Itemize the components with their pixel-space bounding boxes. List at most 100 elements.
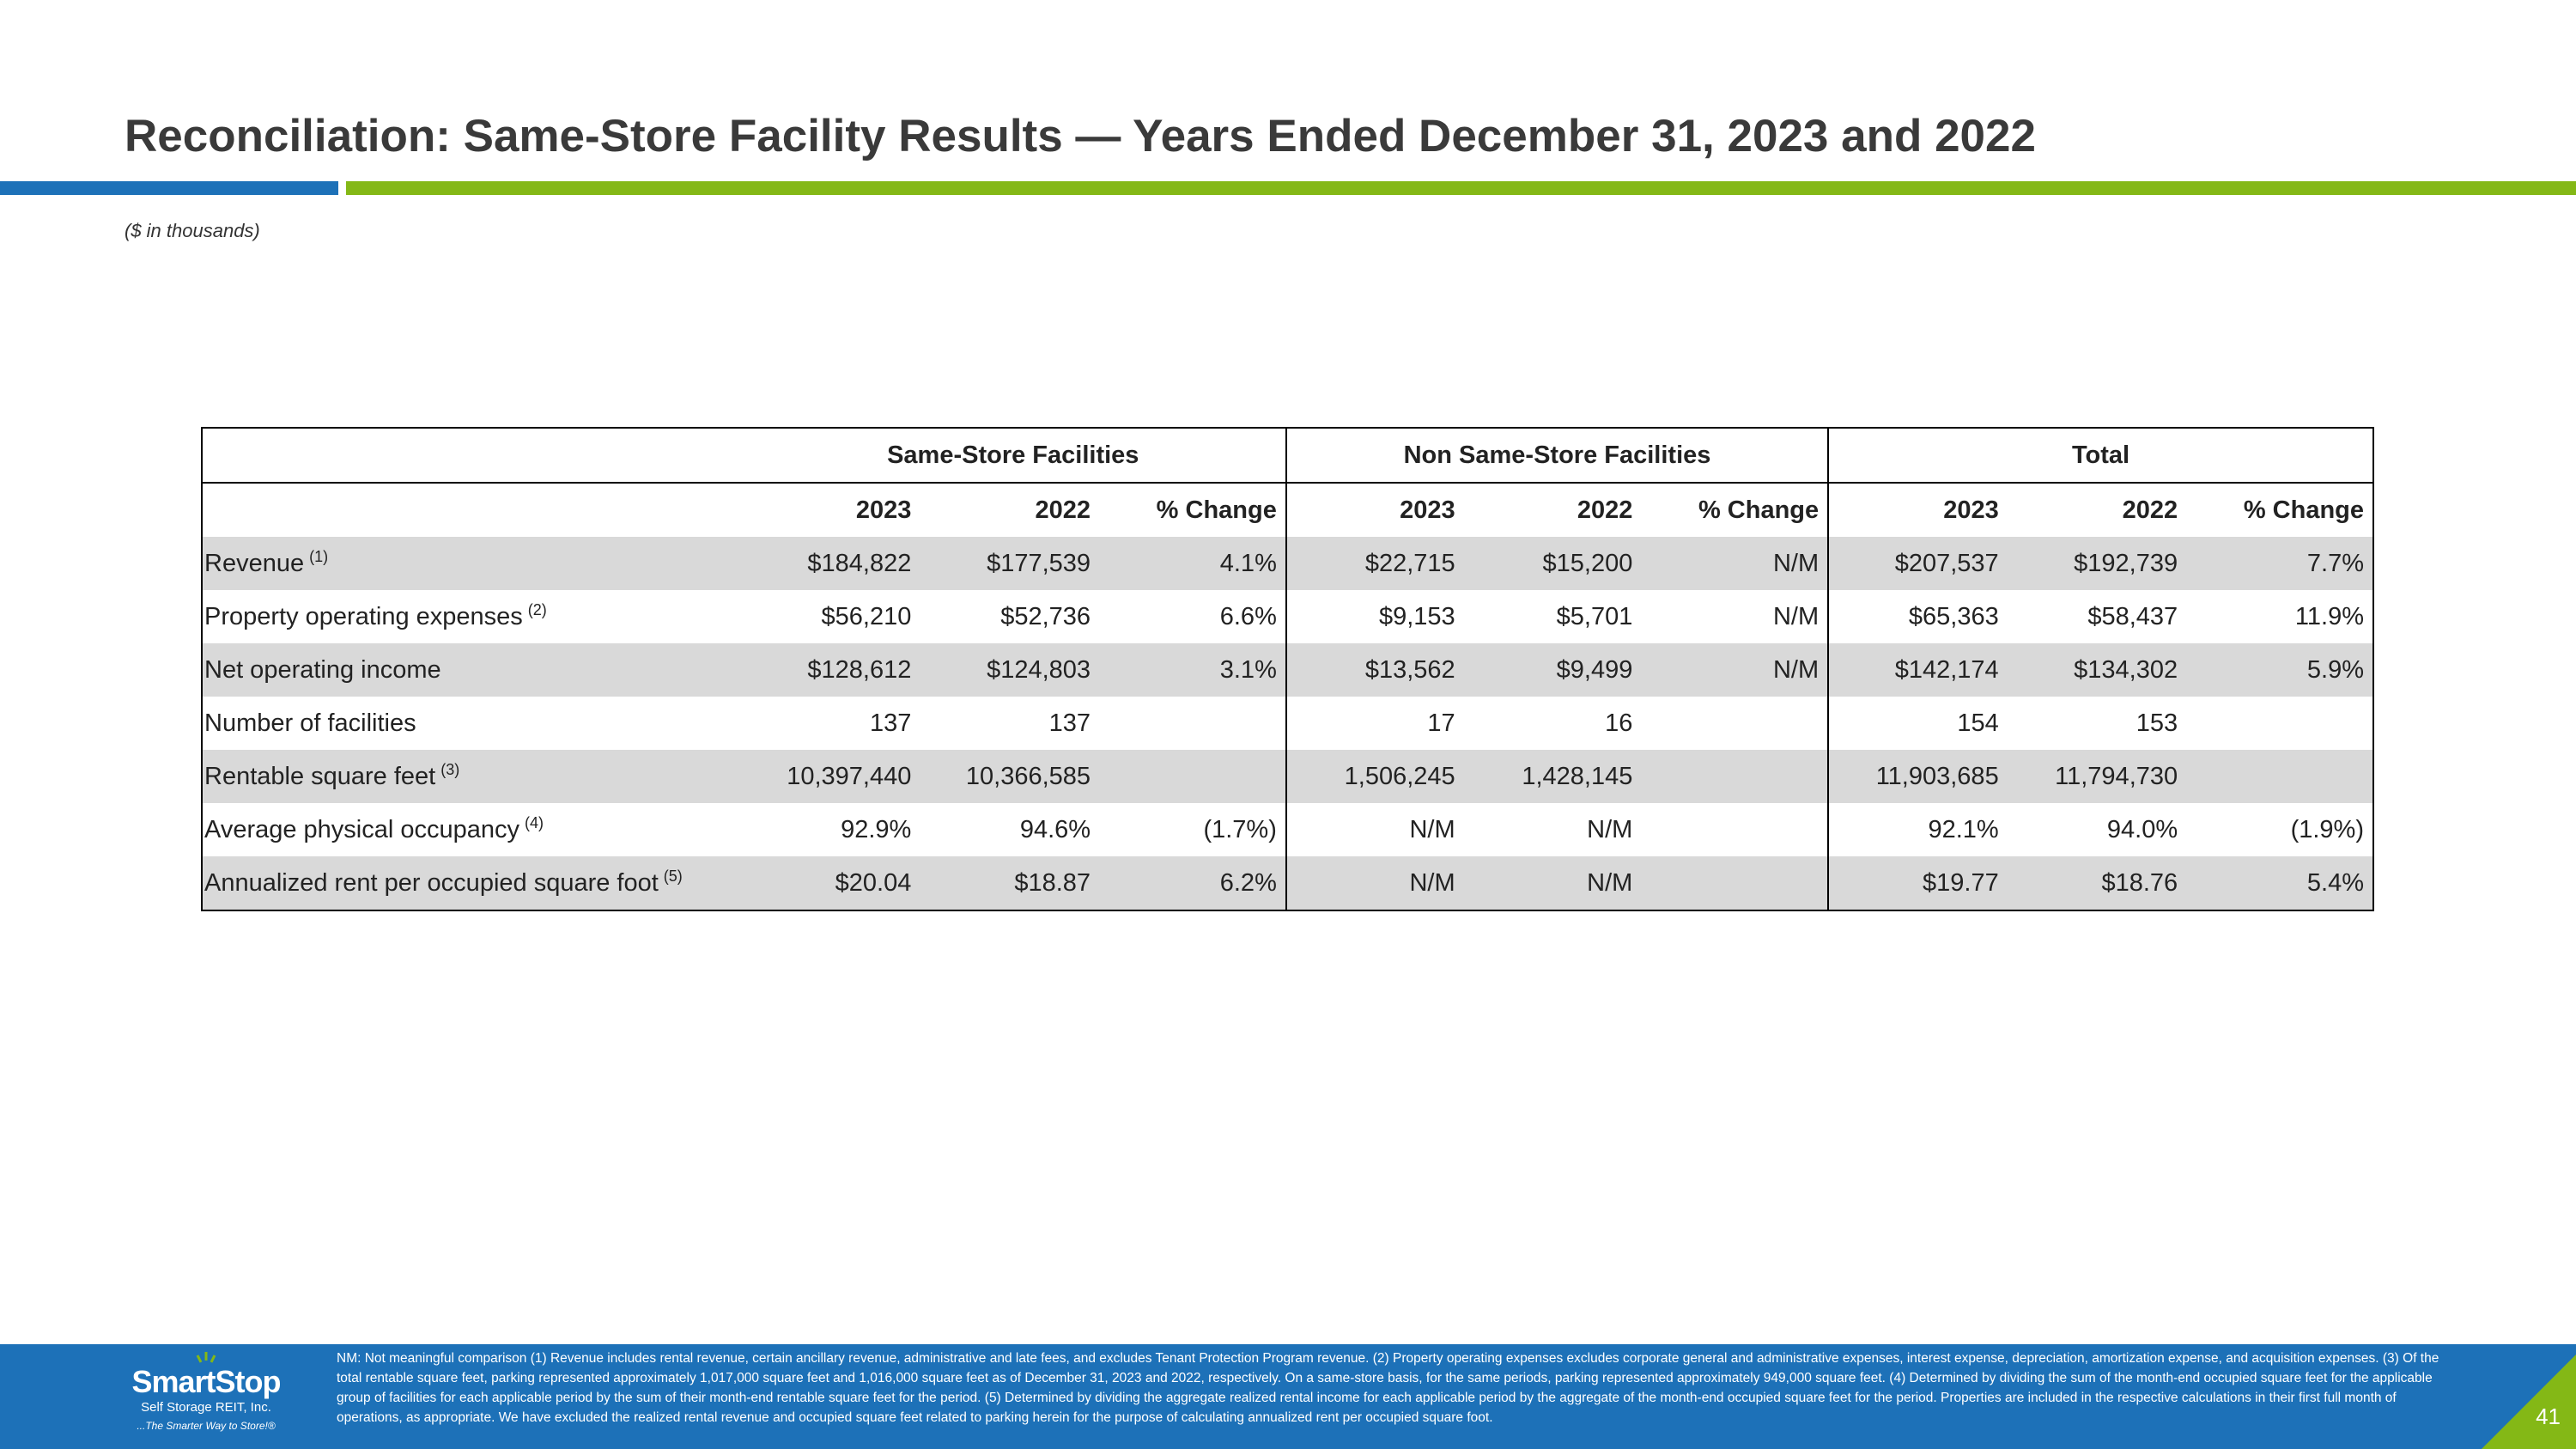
table-cell: $134,302 — [2007, 643, 2187, 697]
footer-band — [0, 1344, 2576, 1449]
table-cell: 17 — [1285, 697, 1464, 750]
table-cell: $58,437 — [2087, 602, 2178, 630]
table-cell: 94.6% — [1019, 815, 1091, 843]
row-label-text: Average physical occupancy — [204, 815, 520, 843]
page-title: Reconciliation: Same-Store Facility Resu… — [125, 111, 2036, 161]
table-cell: N/M — [1285, 856, 1464, 910]
row-label: Revenue (1) — [202, 537, 741, 590]
table-cell: N/M — [1772, 602, 1820, 630]
table-cell: $13,562 — [1285, 643, 1464, 697]
row-label: Net operating income — [202, 643, 741, 697]
table-cell: N/M — [1463, 856, 1642, 910]
footnote-ref: (1) — [309, 547, 329, 565]
group-same-store: Same-Store Facilities — [740, 428, 1286, 484]
table-cell — [2186, 750, 2373, 803]
row-label: Number of facilities — [202, 697, 741, 750]
table-cell: $9,153 — [1285, 590, 1464, 643]
table-cell: $5,701 — [1556, 602, 1633, 630]
row-label: Annualized rent per occupied square foot… — [202, 856, 741, 910]
table-cell: 137 — [869, 709, 912, 737]
table-row: Annualized rent per occupied square foot… — [202, 856, 2373, 910]
footnotes: NM: Not meaningful comparison (1) Revenu… — [337, 1351, 2439, 1425]
table-cell: N/M — [1285, 803, 1464, 856]
table-cell: $56,210 — [821, 602, 912, 630]
table-cell: 154 — [1827, 697, 2008, 750]
table-cell: 10,397,440 — [740, 750, 920, 803]
table-cell: $52,736 — [1000, 602, 1091, 630]
page-number-corner — [2482, 1355, 2576, 1449]
table-cell: 16 — [1605, 709, 1633, 737]
table-cell: $128,612 — [740, 643, 920, 697]
table-cell: $207,537 — [1827, 537, 2008, 590]
group-non-same-store: Non Same-Store Facilities — [1285, 428, 1829, 484]
row-label: Average physical occupancy (4) — [202, 803, 741, 856]
table-cell: N/M — [1587, 815, 1633, 843]
table-cell: $18.76 — [2007, 856, 2187, 910]
units-note: ($ in thousands) — [125, 220, 260, 241]
company-logo: SmartStop Self Storage REIT, Inc. ...The… — [120, 1349, 292, 1434]
table-row: Net operating income $128,612 $124,803 3.1%… — [202, 643, 2373, 697]
table-row: Average physical occupancy (4) 92.9% 94.6% (… — [202, 803, 2373, 856]
col-header: % Change — [1156, 496, 1277, 524]
table-cell: $15,200 — [1463, 537, 1642, 590]
col-header: 2023 — [1827, 483, 2008, 537]
group-header-row: Same-Store Facilities Non Same-Store Fac… — [202, 428, 2373, 484]
table-cell — [1099, 697, 1286, 750]
col-header: % Change — [2243, 496, 2364, 524]
table-cell: 6.6% — [1219, 602, 1277, 630]
table-cell: $142,174 — [1827, 643, 2008, 697]
col-header: 2022 — [1035, 496, 1091, 524]
table-cell: 4.1% — [1099, 537, 1286, 590]
table-cell — [1099, 750, 1286, 803]
footnote-ref: (3) — [440, 760, 460, 778]
table-cell: 92.1% — [1827, 803, 2008, 856]
year-header-row: 2023 2022 % Change 2023 2022 % Change 20… — [202, 483, 2373, 537]
col-header: % Change — [1698, 496, 1820, 524]
row-label-text: Annualized rent per occupied square foot — [204, 868, 659, 897]
table-row: Number of facilities 137 137 17 16 154 153 — [202, 697, 2373, 750]
table-cell: $65,363 — [1827, 590, 2008, 643]
footnote-ref: (5) — [663, 867, 683, 885]
table-cell: $184,822 — [740, 537, 920, 590]
table-cell: 137 — [1048, 709, 1091, 737]
table-cell: 5.4% — [2186, 856, 2373, 910]
table-cell — [2186, 697, 2373, 750]
table-cell: N/M — [1641, 537, 1829, 590]
table-cell: 6.2% — [1099, 856, 1286, 910]
row-label-text: Number of facilities — [204, 709, 416, 737]
table-cell: $19.77 — [1827, 856, 2008, 910]
table-cell: $177,539 — [920, 537, 1100, 590]
row-label-text: Revenue — [204, 549, 305, 577]
table-cell: 5.9% — [2186, 643, 2373, 697]
table-row: Property operating expenses (2) $56,210 $52… — [202, 590, 2373, 643]
table-row: Rentable square feet (3) 10,397,440 10,366,… — [202, 750, 2373, 803]
col-header: 2023 — [1285, 483, 1464, 537]
table-cell: 11.9% — [2294, 602, 2364, 630]
table-cell: (1.7%) — [1203, 815, 1277, 843]
footnote-ref: (4) — [525, 813, 544, 831]
table-cell: $20.04 — [740, 856, 920, 910]
table-cell: 1,506,245 — [1285, 750, 1464, 803]
table-cell — [1641, 856, 1829, 910]
table-cell: 94.0% — [2106, 815, 2178, 843]
row-label-text: Property operating expenses — [204, 602, 523, 630]
footnote-ref: (2) — [527, 600, 547, 618]
table-cell: $22,715 — [1285, 537, 1464, 590]
reconciliation-table: Same-Store Facilities Non Same-Store Fac… — [201, 427, 2374, 911]
table-cell: N/M — [1641, 643, 1829, 697]
table-cell: 11,794,730 — [2007, 750, 2187, 803]
table-cell: $124,803 — [920, 643, 1100, 697]
table-cell — [1641, 697, 1828, 750]
table-cell: 10,366,585 — [920, 750, 1100, 803]
table-cell: 11,903,685 — [1827, 750, 2008, 803]
table-cell: 3.1% — [1099, 643, 1286, 697]
col-header: 2023 — [855, 496, 912, 524]
logo-tagline: ...The Smarter Way to Store!® — [137, 1420, 276, 1432]
logo-brand: SmartStop — [131, 1364, 281, 1399]
table-cell: $9,499 — [1463, 643, 1642, 697]
table-cell: (1.9%) — [2290, 815, 2364, 843]
col-header: 2022 — [2122, 496, 2178, 524]
row-label-text: Net operating income — [204, 655, 441, 684]
row-label: Rentable square feet (3) — [202, 750, 741, 803]
group-total: Total — [1827, 428, 2373, 484]
